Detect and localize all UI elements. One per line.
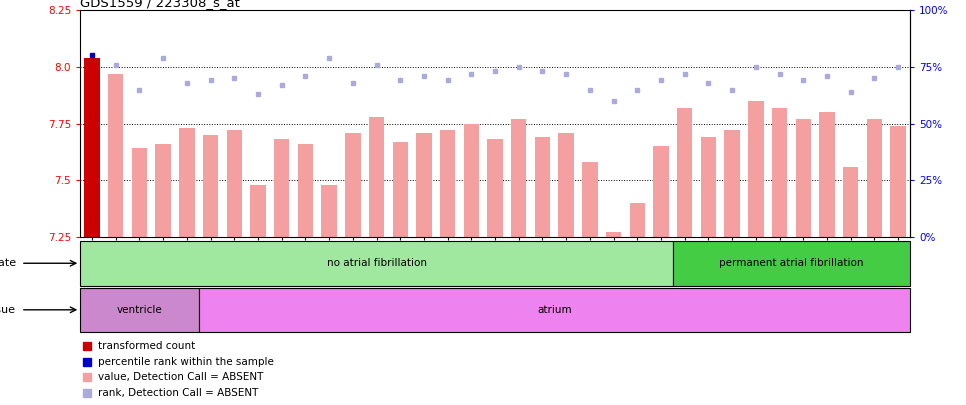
Bar [630, 203, 645, 237]
Text: percentile rank within the sample: percentile rank within the sample [99, 357, 274, 367]
Bar [535, 137, 551, 237]
Bar [772, 108, 787, 237]
Bar [274, 139, 290, 237]
Bar [558, 132, 574, 237]
Bar [748, 101, 763, 237]
Bar [322, 185, 337, 237]
Text: transformed count: transformed count [99, 341, 196, 351]
Bar [653, 146, 668, 237]
Bar [199, 288, 910, 332]
Bar [440, 130, 455, 237]
Bar [511, 119, 526, 237]
Bar [796, 119, 811, 237]
Bar [488, 139, 502, 237]
Text: rank, Detection Call = ABSENT: rank, Detection Call = ABSENT [99, 388, 259, 398]
Bar [227, 130, 242, 237]
Bar [867, 119, 882, 237]
Bar [724, 130, 740, 237]
Bar [392, 142, 408, 237]
Bar [700, 137, 716, 237]
Bar [80, 288, 199, 332]
Bar [156, 144, 171, 237]
Bar [369, 117, 384, 237]
Bar [131, 149, 147, 237]
Text: permanent atrial fibrillation: permanent atrial fibrillation [719, 258, 864, 268]
Bar [345, 132, 360, 237]
Bar [819, 112, 835, 237]
Bar [464, 124, 479, 237]
Bar [606, 232, 621, 237]
Text: ventricle: ventricle [117, 305, 162, 315]
Text: tissue: tissue [0, 305, 16, 315]
Bar [891, 126, 906, 237]
Bar [582, 162, 598, 237]
Bar [203, 135, 218, 237]
Bar [250, 185, 266, 237]
Text: atrium: atrium [537, 305, 572, 315]
Bar [673, 241, 910, 286]
Text: value, Detection Call = ABSENT: value, Detection Call = ABSENT [99, 373, 264, 382]
Bar [298, 144, 313, 237]
Bar [179, 128, 194, 237]
Text: GDS1559 / 223308_s_at: GDS1559 / 223308_s_at [80, 0, 241, 9]
Bar [84, 58, 99, 237]
Text: disease state: disease state [0, 258, 16, 268]
Bar [108, 74, 124, 237]
Text: no atrial fibrillation: no atrial fibrillation [327, 258, 427, 268]
Bar [80, 241, 673, 286]
Bar [416, 132, 432, 237]
Bar [843, 166, 859, 237]
Bar [677, 108, 693, 237]
